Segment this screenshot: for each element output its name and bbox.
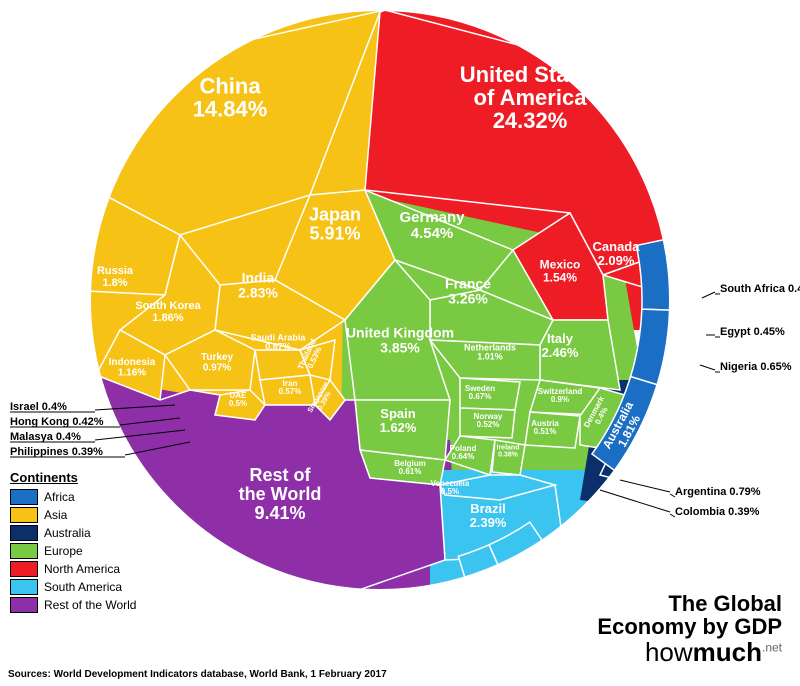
label-brazil: Brazil2.39% [470, 501, 507, 530]
legend: Continents Africa Asia Australia Europe Nort… [10, 470, 136, 615]
chart-title: The Global Economy by GDP [597, 592, 782, 638]
legend-item-south_america: South America [10, 579, 136, 595]
legend-item-asia: Asia [10, 507, 136, 523]
label-sweden: Sweden0.67% [465, 384, 495, 401]
label-poland: Poland0.64% [450, 444, 477, 461]
callout: Hong Kong 0.42% [10, 416, 104, 428]
legend-title: Continents [10, 470, 136, 485]
callout: Israel 0.4% [10, 401, 67, 413]
callout: South Africa 0.42% [720, 283, 800, 295]
legend-item-australia: Australia [10, 525, 136, 541]
logo: howmuch.net [645, 637, 782, 668]
label-uae: UAE0.5% [229, 391, 247, 408]
label-norway: Norway0.52% [474, 412, 503, 429]
legend-item-rest: Rest of the World [10, 597, 136, 613]
chart-stage: United Statesof America24.32%Canada2.09%… [0, 0, 800, 686]
callout: Philippines 0.39% [10, 446, 103, 458]
callout: Nigeria 0.65% [720, 361, 792, 373]
callout: Argentina 0.79% [675, 486, 761, 498]
label-canada: Canada2.09% [593, 239, 641, 268]
label-belgium: Belgium0.61% [394, 459, 426, 476]
label-ireland: Ireland0.38% [497, 444, 520, 458]
legend-item-africa: Africa [10, 489, 136, 505]
label-india: India2.83% [238, 270, 278, 301]
label-turkey: Turkey0.97% [201, 352, 233, 374]
legend-item-europe: Europe [10, 543, 136, 559]
label-japan: Japan5.91% [309, 205, 361, 244]
legend-item-north_america: North America [10, 561, 136, 577]
callout: Egypt 0.45% [720, 326, 785, 338]
label-mexico: Mexico1.54% [540, 258, 581, 285]
callout: Malasya 0.4% [10, 431, 81, 443]
label-china: China14.84% [193, 73, 268, 121]
label-france: France3.26% [445, 276, 491, 307]
callout: Colombia 0.39% [675, 506, 760, 518]
label-austria: Austria0.51% [531, 419, 559, 436]
source-text: Sources: World Development Indicators da… [8, 669, 387, 680]
label-spain: Spain1.62% [380, 406, 417, 435]
